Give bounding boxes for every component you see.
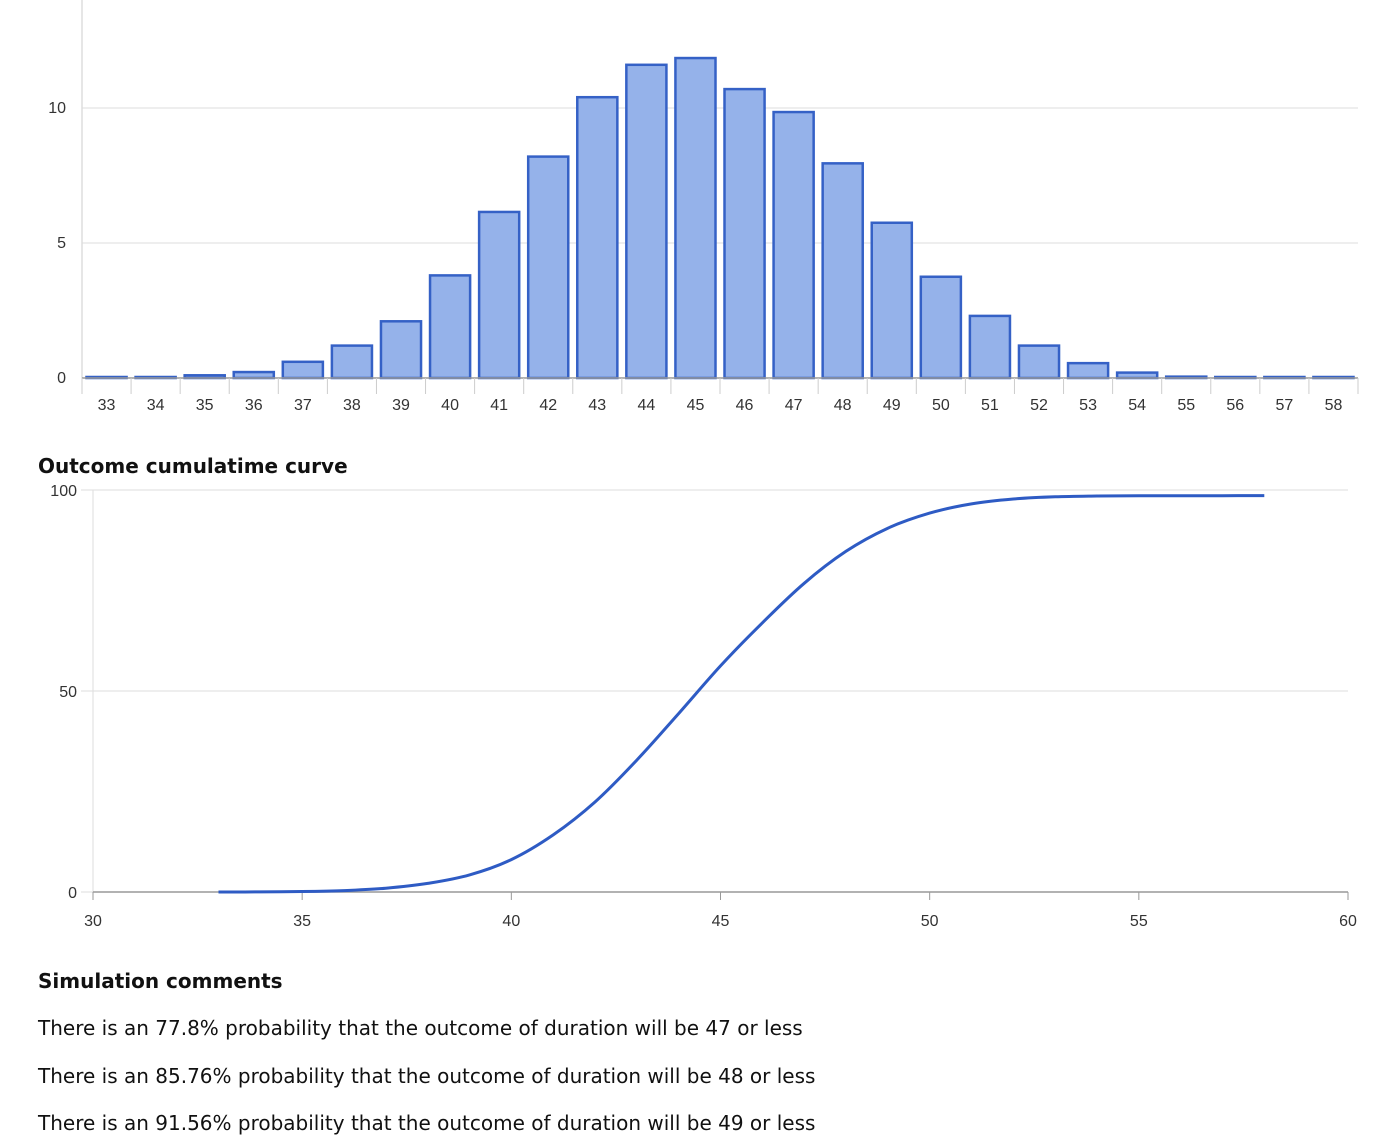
hist-x-tick-label: 42: [539, 397, 557, 414]
hist-x-tick-label: 57: [1275, 397, 1293, 414]
hist-x-tick-label: 54: [1128, 397, 1146, 414]
histogram-bar: [477, 210, 521, 380]
cumulative-curve-chart: 0 50 100 30 35 40 45 50 55 60: [50, 483, 1357, 930]
hist-x-tick-label: 51: [981, 397, 999, 414]
hist-x-tick-label: 49: [883, 397, 901, 414]
hist-x-tick-label: 58: [1325, 397, 1343, 414]
cdf-x-tick-label: 40: [502, 913, 520, 930]
histogram-chart: 0 5 10 33 34 35 36 37 38 39 40 41 42 43 44 45 46 47 48 49 50…: [48, 0, 1359, 414]
cumulative-curve-line: [218, 494, 1265, 894]
hist-x-tick-label: 46: [736, 397, 754, 414]
histogram-bar: [870, 221, 914, 380]
hist-x-tick-label: 39: [392, 397, 410, 414]
hist-x-tick-label: 35: [196, 397, 214, 414]
cdf-x-tick-label: 45: [712, 913, 730, 930]
hist-x-tick-label: 36: [245, 397, 263, 414]
hist-x-tick-label: 53: [1079, 397, 1097, 414]
hist-x-tick-label: 40: [441, 397, 459, 414]
hist-x-tick-label: 43: [588, 397, 606, 414]
hist-x-tick-label: 56: [1226, 397, 1244, 414]
hist-x-tick-label: 50: [932, 397, 950, 414]
hist-y-tick-label: 10: [48, 100, 66, 117]
hist-y-tick-label: 5: [57, 235, 66, 252]
hist-x-tick-label: 37: [294, 397, 312, 414]
comment-line-3: There is an 91.56% probability that the …: [38, 1111, 816, 1135]
comment-line-1: There is an 77.8% probability that the o…: [38, 1016, 803, 1040]
hist-x-tick-label: 48: [834, 397, 852, 414]
hist-x-tick-label: 55: [1177, 397, 1195, 414]
simulation-comments-heading: Simulation comments: [38, 969, 283, 993]
hist-x-tick-label: 45: [687, 397, 705, 414]
hist-x-tick-label: 44: [637, 397, 655, 414]
comment-line-2: There is an 85.76% probability that the …: [38, 1064, 816, 1088]
histogram-bar: [1017, 344, 1061, 380]
hist-x-tick-label: 33: [98, 397, 116, 414]
hist-x-tick-label: 34: [147, 397, 165, 414]
cumulative-chart-title: Outcome cumulatime curve: [38, 454, 348, 478]
hist-x-tick-label: 52: [1030, 397, 1048, 414]
hist-x-tick-label: 47: [785, 397, 803, 414]
cdf-x-tick-label: 60: [1339, 913, 1357, 930]
hist-x-tick-label: 38: [343, 397, 361, 414]
histogram-bar: [821, 162, 864, 380]
cdf-x-tick-label: 55: [1130, 913, 1148, 930]
hist-y-tick-label: 0: [57, 370, 66, 387]
cdf-y-tick-label: 0: [68, 885, 77, 902]
histogram-bar: [330, 344, 374, 380]
cdf-y-tick-label: 100: [50, 483, 77, 500]
cdf-y-tick-label: 50: [59, 684, 77, 701]
histogram-bar: [968, 314, 1012, 380]
histogram-bar: [428, 274, 472, 380]
cdf-x-tick-label: 50: [921, 913, 939, 930]
cdf-x-tick-label: 35: [293, 913, 311, 930]
cdf-x-tick-label: 30: [84, 913, 102, 930]
hist-x-tick-label: 41: [490, 397, 508, 414]
histogram-bar: [379, 320, 423, 380]
